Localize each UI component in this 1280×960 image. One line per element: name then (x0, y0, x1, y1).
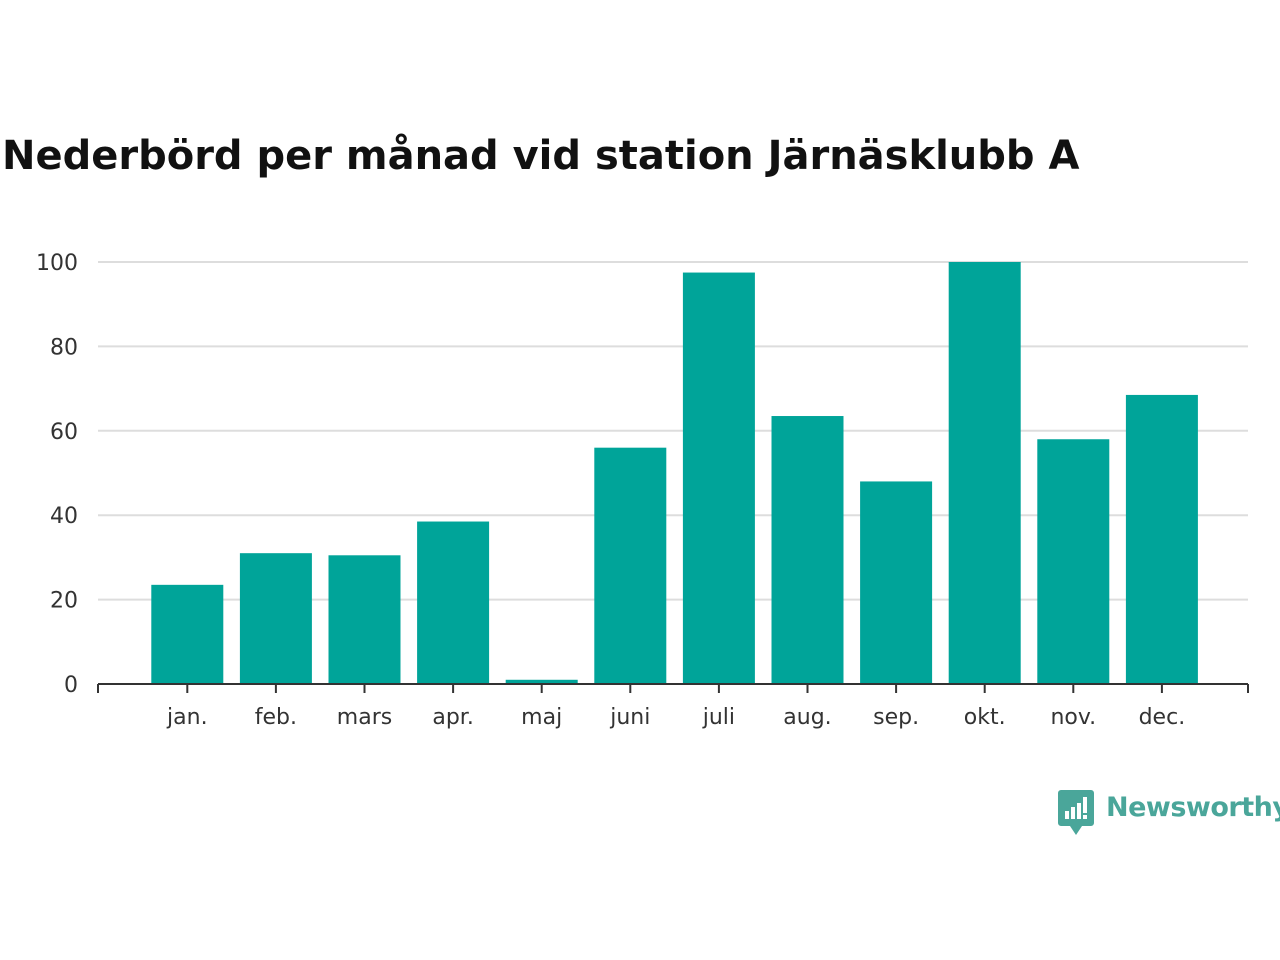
x-tick-label: sep. (873, 705, 919, 730)
bar-aug (771, 416, 844, 684)
bars (151, 262, 1198, 684)
x-tick-label: jan. (166, 705, 208, 730)
brand-logo: Newsworthy (1058, 790, 1280, 836)
bar-jan (151, 584, 224, 684)
y-tick-label: 20 (50, 589, 78, 614)
bar-okt (948, 262, 1021, 684)
bar-apr (417, 521, 490, 684)
x-tick-label: okt. (964, 705, 1006, 730)
bar-maj (505, 679, 578, 684)
bar-dec (1125, 394, 1198, 684)
x-tick-label: maj (521, 705, 562, 730)
x-tick-label: juni (609, 705, 650, 730)
tick-labels: 0 20 40 60 80 100 jan. feb. mars apr. maj juni juli a… (36, 251, 1185, 730)
x-tick-label: feb. (255, 705, 297, 730)
y-tick-label: 60 (50, 420, 78, 445)
x-tick-label: dec. (1139, 705, 1186, 730)
chart-title: Nederbörd per månad vid station Järnäskl… (2, 133, 1080, 179)
x-tick-label: aug. (783, 705, 831, 730)
x-tick-label: apr. (432, 705, 473, 730)
bar-mars (328, 555, 401, 684)
bar-sep (860, 481, 933, 684)
bar-juni (594, 447, 667, 684)
newsworthy-logo-icon (1058, 790, 1094, 835)
y-tick-label: 40 (50, 504, 78, 529)
x-axis (97, 683, 1249, 693)
bar-juli (682, 272, 755, 684)
y-tick-label: 0 (64, 673, 78, 698)
x-tick-label: nov. (1050, 705, 1096, 730)
bar-nov (1037, 439, 1110, 684)
brand-name: Newsworthy (1106, 791, 1280, 823)
x-tick-label: juli (702, 705, 735, 730)
y-tick-label: 80 (50, 335, 78, 360)
y-tick-label: 100 (36, 251, 78, 276)
bar-feb (239, 553, 312, 684)
x-tick-label: mars (337, 705, 392, 730)
